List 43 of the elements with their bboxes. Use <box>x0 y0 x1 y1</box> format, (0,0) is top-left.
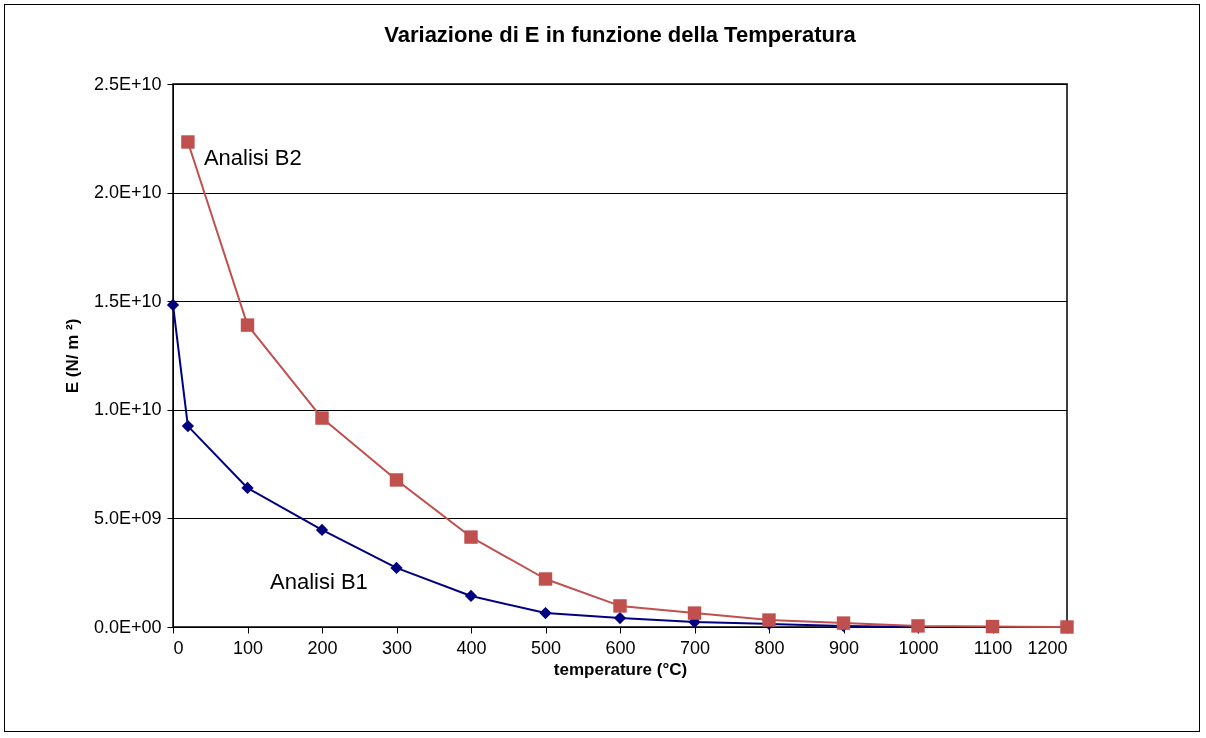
x-tick-label: 800 <box>754 637 785 658</box>
x-tick-label: 1000 <box>898 637 939 658</box>
point <box>240 318 255 332</box>
y-tick-label: 2.5E+10 <box>93 73 162 94</box>
x-tick-label: 0 <box>173 637 184 658</box>
y-tick-label: 0.0E+00 <box>93 616 162 637</box>
x-tick-label: 400 <box>456 637 487 658</box>
point <box>687 606 702 620</box>
point <box>390 561 403 575</box>
chart-title: Variazione di E in funzione della Temperatura <box>384 22 857 47</box>
point <box>315 523 329 537</box>
point <box>539 606 552 620</box>
point <box>181 135 195 149</box>
point <box>389 473 404 487</box>
y-tick-label: 1.0E+10 <box>93 399 162 420</box>
point <box>166 298 180 312</box>
point <box>762 613 776 627</box>
x-tick-label: 600 <box>605 637 636 658</box>
point <box>241 481 254 495</box>
x-tick-label: 100 <box>232 637 264 658</box>
x-tick-label: 700 <box>679 637 711 658</box>
point <box>985 619 1000 634</box>
point <box>315 411 329 425</box>
y-tick-label: 1.5E+10 <box>93 290 162 311</box>
x-tick-label: 900 <box>828 637 860 658</box>
x-axis-title: temperature (°C) <box>553 659 688 679</box>
point <box>464 530 478 544</box>
point <box>613 611 627 625</box>
x-tick-label: 500 <box>530 637 562 658</box>
series-label: Analisi B1 <box>270 568 368 594</box>
x-tick-label: 300 <box>381 637 413 658</box>
point <box>613 599 627 613</box>
x-tick-label: 1200 <box>1027 637 1068 658</box>
y-tick-label: 5.0E+09 <box>93 507 162 528</box>
x-tick-label: 1100 <box>973 637 1013 658</box>
point <box>1060 620 1074 634</box>
point <box>181 419 195 433</box>
y-axis-title: E (N/ m ²) <box>62 318 82 394</box>
point <box>464 589 478 603</box>
x-tick-label: 200 <box>307 637 338 658</box>
series-label: Analisi B2 <box>203 144 302 170</box>
point <box>538 572 553 586</box>
y-tick-label: 2.0E+10 <box>93 182 162 203</box>
